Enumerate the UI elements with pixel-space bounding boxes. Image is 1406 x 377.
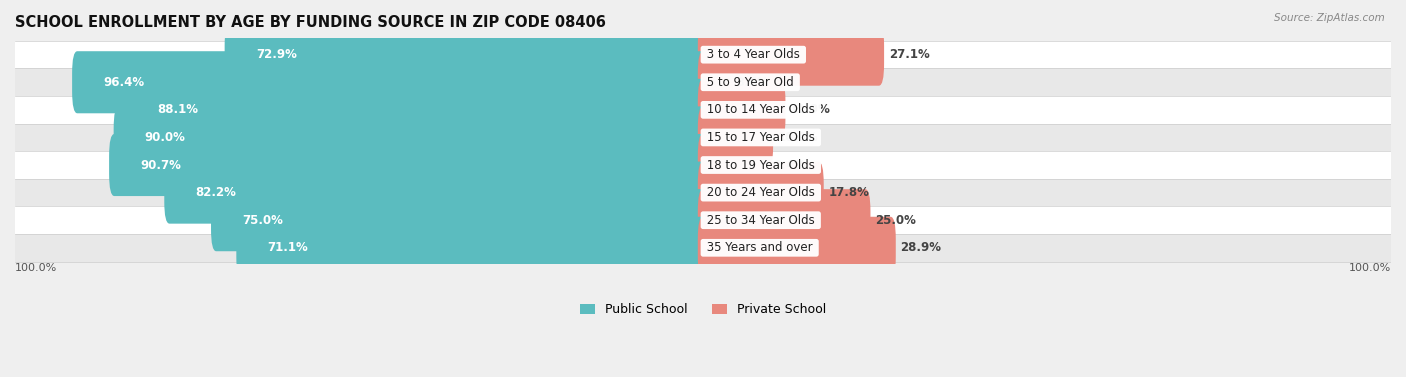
Bar <box>15 69 1391 96</box>
Text: 71.1%: 71.1% <box>267 241 308 254</box>
Bar <box>15 151 1391 179</box>
Text: SCHOOL ENROLLMENT BY AGE BY FUNDING SOURCE IN ZIP CODE 08406: SCHOOL ENROLLMENT BY AGE BY FUNDING SOUR… <box>15 15 606 30</box>
Text: 90.0%: 90.0% <box>145 131 186 144</box>
Bar <box>15 41 1391 69</box>
Text: 10.0%: 10.0% <box>778 131 818 144</box>
Text: 15 to 17 Year Olds: 15 to 17 Year Olds <box>703 131 818 144</box>
Text: Source: ZipAtlas.com: Source: ZipAtlas.com <box>1274 13 1385 23</box>
Text: 88.1%: 88.1% <box>157 103 198 116</box>
Text: 17.8%: 17.8% <box>828 186 869 199</box>
Text: 35 Years and over: 35 Years and over <box>703 241 817 254</box>
Bar <box>15 179 1391 207</box>
FancyBboxPatch shape <box>72 51 709 113</box>
FancyBboxPatch shape <box>697 189 870 251</box>
Text: 100.0%: 100.0% <box>1348 263 1391 273</box>
Text: 28.9%: 28.9% <box>900 241 941 254</box>
Text: 18 to 19 Year Olds: 18 to 19 Year Olds <box>703 158 818 172</box>
Text: 9.4%: 9.4% <box>773 158 807 172</box>
Text: 10 to 14 Year Olds: 10 to 14 Year Olds <box>703 103 818 116</box>
FancyBboxPatch shape <box>211 189 709 251</box>
Text: 25.0%: 25.0% <box>875 214 915 227</box>
FancyBboxPatch shape <box>110 134 709 196</box>
Text: 3 to 4 Year Olds: 3 to 4 Year Olds <box>703 48 804 61</box>
FancyBboxPatch shape <box>697 24 884 86</box>
FancyBboxPatch shape <box>236 217 709 279</box>
Text: 75.0%: 75.0% <box>242 214 283 227</box>
Text: 25 to 34 Year Olds: 25 to 34 Year Olds <box>703 214 818 227</box>
Text: 20 to 24 Year Olds: 20 to 24 Year Olds <box>703 186 818 199</box>
Text: 90.7%: 90.7% <box>141 158 181 172</box>
Text: 27.1%: 27.1% <box>889 48 929 61</box>
Text: 100.0%: 100.0% <box>15 263 58 273</box>
FancyBboxPatch shape <box>127 79 709 141</box>
FancyBboxPatch shape <box>697 51 731 113</box>
FancyBboxPatch shape <box>697 106 773 169</box>
Bar <box>15 207 1391 234</box>
Text: 3.6%: 3.6% <box>737 76 769 89</box>
Text: 96.4%: 96.4% <box>103 76 145 89</box>
Text: 72.9%: 72.9% <box>256 48 297 61</box>
Bar <box>15 234 1391 262</box>
Text: 11.9%: 11.9% <box>790 103 831 116</box>
Text: 82.2%: 82.2% <box>195 186 236 199</box>
FancyBboxPatch shape <box>697 79 786 141</box>
FancyBboxPatch shape <box>697 162 824 224</box>
FancyBboxPatch shape <box>697 217 896 279</box>
Bar <box>15 124 1391 151</box>
FancyBboxPatch shape <box>114 106 709 169</box>
FancyBboxPatch shape <box>697 134 769 196</box>
Bar <box>15 96 1391 124</box>
Text: 5 to 9 Year Old: 5 to 9 Year Old <box>703 76 797 89</box>
FancyBboxPatch shape <box>225 24 709 86</box>
FancyBboxPatch shape <box>165 162 709 224</box>
Legend: Public School, Private School: Public School, Private School <box>575 299 831 322</box>
